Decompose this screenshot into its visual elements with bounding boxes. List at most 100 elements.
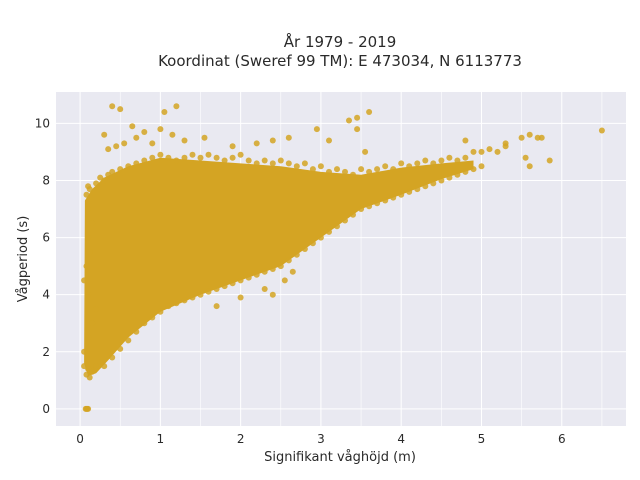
- data-point: [462, 168, 469, 175]
- x-axis-label: Signifikant våghöjd (m): [264, 450, 416, 465]
- data-point: [269, 137, 276, 144]
- data-point: [502, 140, 509, 147]
- data-point: [205, 151, 212, 158]
- data-point: [201, 134, 208, 141]
- data-point: [93, 306, 100, 312]
- data-point: [125, 163, 132, 170]
- data-point: [293, 163, 300, 170]
- data-point: [301, 160, 308, 167]
- data-point: [149, 140, 156, 147]
- data-point: [309, 240, 316, 247]
- data-point: [285, 134, 292, 141]
- data-point: [438, 177, 445, 184]
- data-point: [197, 291, 204, 298]
- data-point: [538, 134, 545, 141]
- data-point: [83, 263, 90, 270]
- data-point: [101, 363, 108, 370]
- data-point: [362, 148, 369, 155]
- data-point: [173, 300, 180, 307]
- data-point: [446, 174, 453, 181]
- data-point: [390, 166, 397, 173]
- data-point: [181, 154, 188, 161]
- data-point: [129, 123, 136, 130]
- data-point: [253, 271, 260, 278]
- data-point: [326, 228, 332, 235]
- data-point: [261, 157, 268, 164]
- data-point: [81, 348, 88, 355]
- data-point: [109, 168, 116, 175]
- data-point: [83, 405, 90, 412]
- data-point: [157, 126, 164, 133]
- data-point: [81, 277, 88, 284]
- data-point: [157, 151, 164, 158]
- x-tick-label: 1: [157, 432, 165, 446]
- data-point: [317, 163, 324, 170]
- data-point: [398, 160, 405, 167]
- point-cloud-core: [84, 157, 474, 376]
- data-point: [326, 168, 332, 175]
- data-point: [245, 157, 252, 164]
- data-point: [221, 157, 228, 164]
- y-tick-label: 2: [42, 345, 50, 359]
- data-point: [430, 160, 437, 167]
- data-point: [169, 131, 176, 138]
- data-point: [494, 148, 501, 155]
- data-point: [285, 160, 292, 167]
- chart-title-line1: År 1979 - 2019: [284, 32, 397, 51]
- data-density-band: [84, 157, 474, 376]
- data-point: [326, 137, 332, 144]
- x-tick-label: 6: [558, 432, 566, 446]
- data-point: [546, 157, 553, 164]
- x-tick-label: 3: [317, 432, 325, 446]
- y-tick-label: 8: [42, 173, 50, 187]
- data-point: [598, 127, 605, 134]
- data-point: [526, 163, 533, 170]
- data-points: [81, 103, 605, 412]
- data-point: [105, 146, 112, 153]
- data-point: [414, 186, 421, 193]
- x-tick-label: 4: [397, 432, 405, 446]
- data-point: [285, 257, 292, 264]
- data-point: [229, 280, 236, 287]
- data-point: [422, 157, 429, 164]
- data-point: [358, 166, 365, 173]
- data-point: [93, 180, 100, 187]
- data-point: [125, 337, 132, 344]
- data-point: [113, 143, 120, 150]
- data-point: [526, 131, 533, 138]
- axis-ticks: 0 1 2 3 4 5 6 0 2 4 6 8 10: [35, 116, 566, 446]
- data-point: [334, 166, 340, 173]
- data-point: [269, 160, 276, 167]
- data-point: [165, 154, 172, 161]
- data-point: [253, 160, 260, 167]
- chart-title-line2: Koordinat (Sweref 99 TM): E 473034, N 61…: [158, 52, 522, 70]
- data-point: [293, 251, 300, 258]
- data-point: [117, 166, 124, 173]
- y-tick-label: 0: [42, 402, 50, 416]
- data-point: [462, 154, 469, 161]
- data-point: [133, 134, 140, 141]
- data-point: [366, 203, 373, 210]
- data-point: [374, 166, 381, 173]
- data-point: [213, 303, 220, 310]
- data-point: [446, 154, 453, 161]
- data-point: [245, 274, 252, 281]
- data-point: [281, 277, 288, 284]
- y-axis-label: Vågperiod (s): [16, 216, 31, 303]
- data-point: [438, 157, 445, 164]
- data-point: [173, 157, 180, 164]
- data-point: [522, 154, 529, 161]
- data-point: [342, 168, 348, 175]
- data-point: [237, 277, 244, 284]
- data-point: [309, 166, 316, 173]
- data-point: [374, 200, 381, 207]
- data-point: [366, 109, 373, 115]
- data-point: [101, 177, 108, 184]
- data-point: [269, 266, 276, 272]
- data-point: [157, 308, 164, 315]
- data-point: [205, 288, 212, 295]
- data-point: [382, 163, 389, 170]
- data-point: [189, 151, 196, 158]
- data-point: [414, 160, 421, 167]
